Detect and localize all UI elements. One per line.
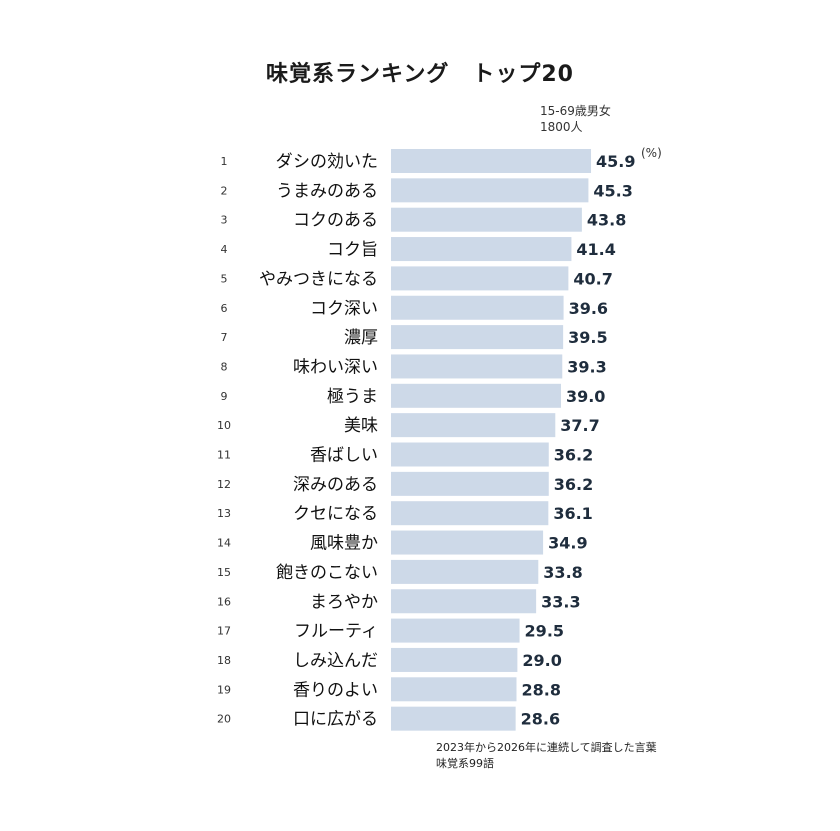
category-label: 味わい深い: [293, 357, 378, 377]
value-label: 39.3: [567, 357, 606, 376]
value-label: 39.6: [569, 299, 608, 318]
category-label: 香りのよい: [293, 680, 378, 700]
category-label: まろやか: [310, 592, 378, 612]
rank-label: 18: [217, 654, 231, 667]
rank-label: 3: [221, 214, 228, 227]
category-label: 飽きのこない: [276, 563, 378, 583]
value-label: 28.8: [522, 680, 561, 699]
category-label: 深みのある: [293, 475, 378, 495]
rank-label: 10: [217, 419, 231, 432]
footnote-word-count: 味覚系99語: [436, 757, 494, 770]
footnote-period: 2023年から2026年に連続して調査した言葉: [436, 741, 657, 754]
rank-label: 14: [217, 537, 231, 550]
bar: [391, 266, 569, 291]
unit-label: (%): [641, 146, 662, 160]
bar: [391, 295, 564, 320]
category-label: 濃厚: [344, 328, 378, 348]
rank-label: 19: [217, 683, 231, 696]
value-label: 33.8: [543, 563, 582, 582]
chart-title: 味覚系ランキング トップ20: [266, 62, 574, 87]
value-label: 28.6: [521, 710, 560, 729]
bar: [391, 325, 564, 350]
value-label: 29.0: [522, 651, 561, 670]
bar: [391, 706, 516, 731]
value-label: 36.1: [553, 504, 592, 523]
value-label: 39.0: [566, 387, 605, 406]
value-label: 41.4: [576, 240, 615, 259]
bar: [391, 647, 518, 672]
rank-label: 8: [221, 360, 228, 373]
category-label: 美味: [344, 416, 378, 436]
value-label: 45.9: [596, 152, 635, 171]
value-label: 33.3: [541, 592, 580, 611]
category-label: 風味豊か: [310, 534, 378, 554]
value-label: 36.2: [554, 446, 593, 465]
value-label: 29.5: [525, 622, 564, 641]
value-label: 43.8: [587, 211, 626, 230]
category-label: うまみのある: [276, 181, 378, 201]
bar: [391, 530, 544, 555]
rank-label: 5: [221, 272, 228, 285]
bar: [391, 442, 549, 467]
rank-label: 1: [221, 155, 228, 168]
bar: [391, 354, 563, 379]
rank-label: 20: [217, 713, 231, 726]
rank-label: 2: [221, 184, 228, 197]
category-label: 口に広がる: [293, 710, 378, 730]
bar-chart: 1 ダシの効いた 45.9 2 うまみのある 45.3 3 コクのある 43.8 4 コク旨 41.4…: [217, 149, 636, 731]
category-label: クセになる: [293, 504, 378, 524]
category-label: しみ込んだ: [293, 651, 378, 671]
bar: [391, 383, 561, 408]
bar: [391, 677, 517, 702]
rank-label: 12: [217, 478, 231, 491]
bar: [391, 559, 539, 584]
rank-label: 4: [221, 243, 228, 256]
rank-label: 15: [217, 566, 231, 579]
value-label: 36.2: [554, 475, 593, 494]
bar: [391, 413, 556, 438]
value-label: 34.9: [548, 534, 587, 553]
footnote: 2023年から2026年に連続して調査した言葉 味覚系99語: [436, 740, 657, 772]
category-label: やみつきになる: [259, 269, 378, 289]
rank-label: 9: [221, 390, 228, 403]
bar: [391, 207, 582, 232]
category-label: 香ばしい: [310, 446, 378, 466]
sample-age-range: 15-69歳男女: [540, 104, 611, 118]
rank-label: 17: [217, 625, 231, 638]
category-label: ダシの効いた: [276, 152, 378, 172]
category-label: コク旨: [327, 240, 378, 260]
category-label: コクのある: [293, 211, 378, 231]
bar: [391, 149, 592, 173]
rank-label: 16: [217, 595, 231, 608]
bar: [391, 501, 549, 526]
rank-label: 7: [221, 331, 228, 344]
value-label: 45.3: [593, 181, 632, 200]
rank-label: 13: [217, 507, 231, 520]
sample-info: 15-69歳男女 1800人: [540, 103, 611, 135]
rank-label: 6: [221, 302, 228, 315]
rank-label: 11: [217, 449, 231, 462]
bar: [391, 618, 520, 643]
category-label: フルーティ: [294, 622, 378, 642]
bar: [391, 237, 572, 262]
bar: [391, 178, 589, 203]
category-label: 極うま: [327, 387, 378, 407]
sample-size: 1800人: [540, 120, 583, 134]
value-label: 40.7: [573, 269, 612, 288]
value-label: 37.7: [560, 416, 599, 435]
bar: [391, 589, 537, 614]
category-label: コク深い: [310, 299, 378, 319]
bar: [391, 471, 549, 496]
value-label: 39.5: [568, 328, 607, 347]
